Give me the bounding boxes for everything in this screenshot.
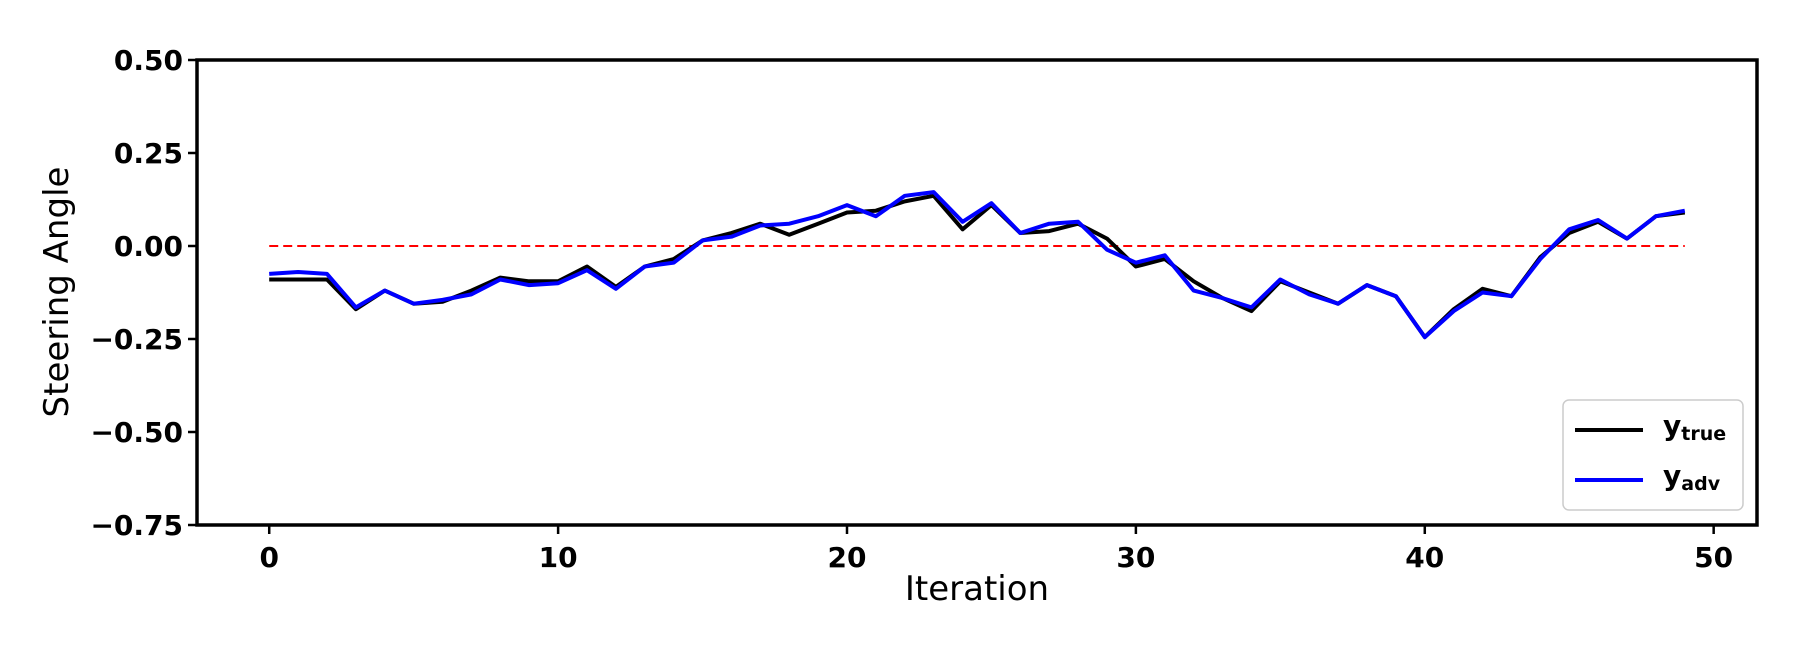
x-axis-label: Iteration: [905, 569, 1049, 609]
y-tick-label: −0.50: [90, 416, 183, 449]
x-tick-label: 40: [1405, 541, 1444, 574]
x-tick-label: 20: [828, 541, 867, 574]
legend-box: [1562, 399, 1744, 511]
y-tick-label: −0.75: [90, 509, 183, 542]
y-tick-label: 0.50: [114, 44, 183, 77]
y-tick-label: −0.25: [90, 323, 183, 356]
legend: ytrue yadv: [1562, 399, 1744, 511]
y-axis: 0.50 0.25 0.00 −0.25 −0.50 −0.75: [90, 44, 197, 542]
series-line-true: [269, 193, 1686, 340]
y-tick-label: 0.00: [114, 230, 183, 263]
x-tick-label: 10: [539, 541, 578, 574]
x-tick-label: 30: [1116, 541, 1155, 574]
x-axis: 0 10 20 30 40 50: [259, 525, 1733, 574]
series-line-adv: [269, 190, 1686, 340]
x-tick-label: 0: [259, 541, 278, 574]
x-tick-label: 50: [1694, 541, 1733, 574]
legend-label-true: ytrue: [1663, 409, 1726, 445]
plot-frame: [195, 58, 1759, 527]
y-tick-label: 0.25: [114, 137, 183, 170]
y-axis-label: Steering Angle: [37, 167, 77, 418]
legend-label-adv: yadv: [1663, 459, 1721, 495]
plot-area: [269, 190, 1686, 340]
